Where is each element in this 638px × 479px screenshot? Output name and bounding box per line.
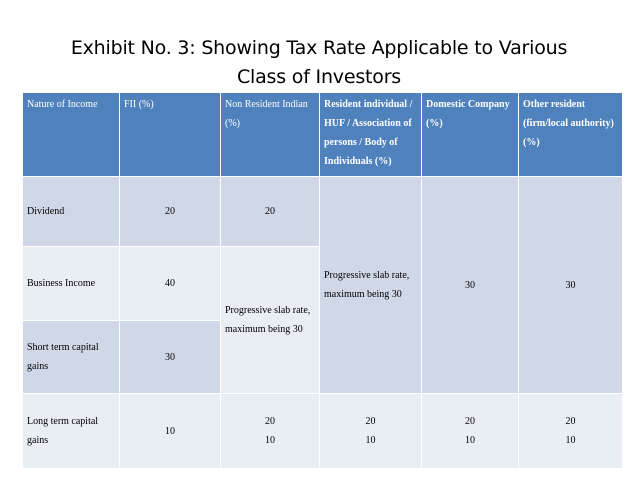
header-fii: FII (%)	[119, 92, 221, 177]
cell-long-term-resident: 20 10	[319, 393, 422, 469]
tax-rate-table: Nature of Income FII (%) Non Resident In…	[22, 92, 623, 469]
long-term-resident-rate-1: 20	[365, 416, 376, 427]
header-domestic-company: Domestic Company (%)	[421, 92, 519, 177]
long-term-resident-rate-2: 10	[365, 435, 376, 446]
cell-long-term-nri: 20 10	[220, 393, 320, 469]
cell-resident-progressive: Progressive slab rate, maximum being 30	[319, 176, 422, 394]
title-line-1: Exhibit No. 3: Showing Tax Rate Applicab…	[70, 37, 568, 59]
cell-domestic-rate: 30	[421, 176, 519, 394]
header-other-resident: Other resident (firm/local authority) (%…	[518, 92, 623, 177]
cell-long-term-domestic: 20 10	[421, 393, 519, 469]
cell-long-term-fii: 10	[119, 393, 221, 469]
long-term-other-rate-2: 10	[565, 435, 576, 446]
cell-dividend-nri: 20	[220, 176, 320, 247]
title-line-2: Class of Investors	[236, 66, 402, 88]
table-row-short-term: Short term capital gains 30	[22, 320, 623, 394]
long-term-other-rate-1: 20	[565, 416, 576, 427]
long-term-domestic-rate-1: 20	[465, 416, 475, 427]
long-term-domestic-rate-2: 10	[465, 435, 475, 446]
table-row-business-income: Business Income 40 Progressive slab rate…	[22, 246, 623, 394]
header-nri: Non Resident Indian (%)	[220, 92, 320, 177]
cell-nri-progressive: Progressive slab rate, maximum being 30	[220, 246, 320, 394]
cell-long-term-other: 20 10	[518, 393, 623, 469]
cell-business-label: Business Income	[22, 246, 120, 321]
slide-title: Exhibit No. 3: Showing Tax Rate Applicab…	[0, 34, 638, 92]
cell-long-term-label: Long term capital gains	[22, 393, 120, 469]
long-term-nri-rate-2: 10	[265, 435, 275, 446]
cell-business-fii: 40	[119, 246, 221, 321]
cell-short-term-label: Short term capital gains	[22, 320, 120, 394]
cell-dividend-label: Dividend	[22, 176, 120, 247]
cell-short-term-fii: 30	[119, 320, 221, 394]
table-row-long-term: Long term capital gains 10 20 10 20 10 2…	[22, 393, 623, 469]
cell-other-resident-rate: 30	[518, 176, 623, 394]
table-header-row: Nature of Income FII (%) Non Resident In…	[22, 92, 623, 177]
header-nature-of-income: Nature of Income	[22, 92, 120, 177]
cell-dividend-fii: 20	[119, 176, 221, 247]
header-resident-individual: Resident individual / HUF / Association …	[319, 92, 422, 177]
long-term-nri-rate-1: 20	[265, 416, 275, 427]
table-row-dividend: Dividend 20 20 Progressive slab rate, ma…	[22, 176, 623, 394]
